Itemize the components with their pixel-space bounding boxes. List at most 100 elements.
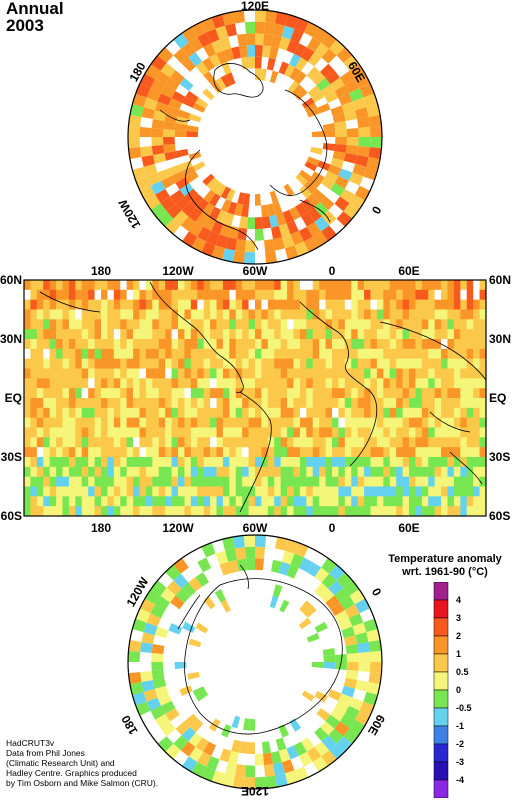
polar-cell bbox=[177, 109, 191, 120]
grid-cell bbox=[235, 486, 243, 497]
grid-cell bbox=[344, 417, 352, 428]
grid-cell bbox=[306, 329, 314, 340]
polar-cell bbox=[335, 662, 348, 670]
grid-cell bbox=[357, 457, 365, 468]
grid-cell bbox=[210, 407, 217, 418]
grid-cell bbox=[107, 329, 115, 340]
grid-cell bbox=[158, 398, 166, 409]
grid-cell bbox=[126, 437, 134, 448]
grid-cell bbox=[428, 466, 435, 477]
grid-cell bbox=[184, 329, 192, 340]
grid-cell bbox=[312, 417, 320, 428]
polar-cell bbox=[195, 61, 209, 76]
polar-cell bbox=[368, 672, 382, 685]
grid-cell bbox=[229, 280, 237, 291]
polar-cell bbox=[368, 114, 382, 127]
grid-cell bbox=[120, 289, 127, 300]
grid-cell bbox=[49, 309, 57, 320]
grid-cell bbox=[332, 358, 339, 369]
grid-cell bbox=[56, 486, 63, 497]
grid-cell bbox=[88, 319, 95, 330]
grid-cell bbox=[43, 348, 50, 359]
polar-cell bbox=[188, 207, 203, 222]
polar-cell bbox=[166, 105, 180, 117]
legend-swatch bbox=[433, 707, 449, 727]
grid-cell bbox=[357, 388, 365, 399]
grid-cell bbox=[113, 437, 121, 448]
grid-cell bbox=[453, 506, 461, 517]
grid-cell bbox=[242, 289, 249, 300]
grid-cell bbox=[274, 486, 281, 497]
grid-cell bbox=[43, 486, 50, 497]
grid-cell bbox=[235, 378, 243, 389]
grid-cell bbox=[184, 417, 192, 428]
grid-cell bbox=[460, 506, 468, 517]
grid-cell bbox=[235, 427, 243, 438]
grid-cell bbox=[338, 457, 346, 468]
polar-cell bbox=[243, 718, 250, 731]
polar-cell bbox=[174, 130, 187, 137]
grid-cell bbox=[473, 398, 480, 409]
grid-cell bbox=[94, 417, 102, 428]
grid-cell bbox=[255, 506, 262, 517]
grid-cell bbox=[376, 417, 384, 428]
polar-cell bbox=[336, 211, 353, 227]
grid-cell bbox=[49, 427, 57, 438]
polar-cell bbox=[325, 70, 340, 85]
grid-cell bbox=[409, 447, 416, 458]
grid-cell bbox=[203, 388, 211, 399]
grid-cell bbox=[68, 348, 76, 359]
grid-cell bbox=[88, 398, 95, 409]
grid-cell bbox=[24, 506, 31, 517]
grid-cell bbox=[36, 299, 44, 310]
grid-cell bbox=[68, 496, 76, 507]
grid-cell bbox=[171, 466, 179, 477]
grid-cell bbox=[126, 466, 134, 477]
polar-cell bbox=[316, 708, 331, 722]
grid-cell bbox=[248, 486, 256, 497]
grid-cell bbox=[338, 486, 346, 497]
polar-cell bbox=[152, 110, 167, 121]
grid-cell bbox=[274, 398, 281, 409]
grid-cell bbox=[351, 496, 358, 507]
grid-cell bbox=[203, 486, 211, 497]
grid-cell bbox=[229, 309, 237, 320]
grid-cell bbox=[287, 466, 294, 477]
polar-cell bbox=[341, 626, 356, 639]
grid-cell bbox=[389, 486, 397, 497]
grid-cell bbox=[43, 339, 50, 350]
grid-cell bbox=[479, 329, 487, 340]
polar-cell bbox=[294, 71, 307, 85]
grid-cell bbox=[248, 309, 256, 320]
grid-cell bbox=[421, 358, 429, 369]
credits-line-3: (Climatic Research Unit) and bbox=[6, 758, 115, 768]
grid-cell bbox=[94, 447, 102, 458]
grid-cell bbox=[62, 398, 70, 409]
grid-cell bbox=[306, 378, 314, 389]
grid-cell bbox=[293, 329, 301, 340]
grid-cell bbox=[190, 457, 198, 468]
grid-cell bbox=[466, 309, 474, 320]
grid-cell bbox=[351, 378, 358, 389]
polar-cell bbox=[244, 240, 255, 253]
grid-cell bbox=[357, 319, 365, 330]
grid-cell bbox=[447, 437, 455, 448]
grid-cell bbox=[453, 437, 461, 448]
grid-cell bbox=[190, 506, 198, 517]
polar-cell bbox=[150, 705, 166, 720]
grid-cell bbox=[370, 339, 378, 350]
grid-cell bbox=[133, 417, 140, 428]
grid-cell bbox=[466, 486, 474, 497]
legend-tick-label: 2 bbox=[456, 631, 461, 641]
grid-cell bbox=[402, 388, 410, 399]
grid-cell bbox=[94, 329, 102, 340]
grid-cell bbox=[460, 368, 468, 379]
grid-cell bbox=[36, 407, 44, 418]
grid-cell bbox=[409, 437, 416, 448]
grid-cell bbox=[139, 289, 147, 300]
polar-cell bbox=[311, 662, 324, 668]
grid-cell bbox=[319, 476, 326, 487]
grid-cell bbox=[165, 506, 172, 517]
grid-cell bbox=[36, 447, 44, 458]
polar-cell bbox=[320, 177, 335, 190]
